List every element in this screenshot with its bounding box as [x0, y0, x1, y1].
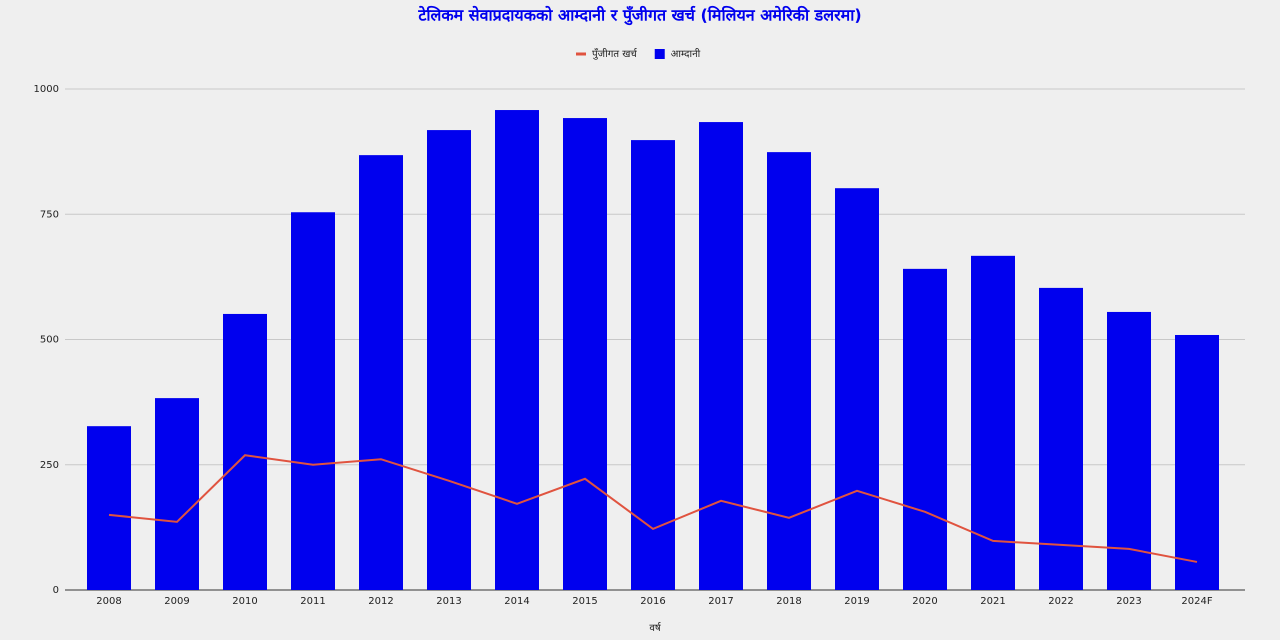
bar — [87, 426, 131, 590]
bar — [359, 155, 403, 590]
y-tick-label: 250 — [40, 460, 59, 471]
x-tick-label: 2022 — [1048, 596, 1073, 607]
legend-swatch — [654, 49, 665, 59]
x-axis-label: वर्ष — [649, 622, 661, 634]
y-tick-label: 0 — [53, 585, 59, 596]
bar — [495, 110, 539, 591]
bar — [291, 212, 335, 590]
bar — [1107, 311, 1151, 590]
bar — [1039, 287, 1083, 590]
x-tick-label: 2019 — [844, 596, 869, 607]
line — [108, 454, 1198, 563]
x-tick-label: 2014 — [504, 596, 529, 607]
bar — [427, 130, 471, 590]
y-tick-label: 500 — [40, 335, 59, 346]
bar — [155, 398, 199, 590]
x-tick-label: 2009 — [164, 596, 189, 607]
chart-title: टेलिकम सेवाप्रदायकको आम्दानी र पुँजीगत ख… — [417, 6, 861, 26]
x-tick-label: 2011 — [300, 596, 325, 607]
y-tick-label: 750 — [40, 209, 59, 220]
x-tick-label: 2013 — [436, 596, 461, 607]
x-tick-label: 2018 — [776, 596, 801, 607]
x-tick-label: 2023 — [1116, 596, 1141, 607]
bar — [1175, 334, 1219, 590]
bar — [767, 152, 811, 590]
x-tick-label: 2024F — [1181, 596, 1212, 607]
x-tick-label: 2015 — [572, 596, 597, 607]
x-tick-label: 2008 — [96, 596, 121, 607]
legend-label: आम्दानी — [671, 48, 701, 60]
y-tick-label: 1000 — [34, 84, 59, 95]
x-tick-label: 2021 — [980, 596, 1005, 607]
x-tick-label: 2020 — [912, 596, 937, 607]
bar — [835, 188, 879, 590]
bar — [699, 122, 743, 590]
bar — [223, 313, 267, 590]
x-tick-label: 2017 — [708, 596, 733, 607]
bar — [631, 140, 675, 591]
x-tick-label: 2016 — [640, 596, 665, 607]
bar — [563, 118, 607, 591]
x-tick-label: 2010 — [232, 596, 257, 607]
x-tick-label: 2012 — [368, 596, 393, 607]
legend-label: पुँजीगत खर्च — [592, 48, 638, 60]
bar — [903, 268, 947, 590]
